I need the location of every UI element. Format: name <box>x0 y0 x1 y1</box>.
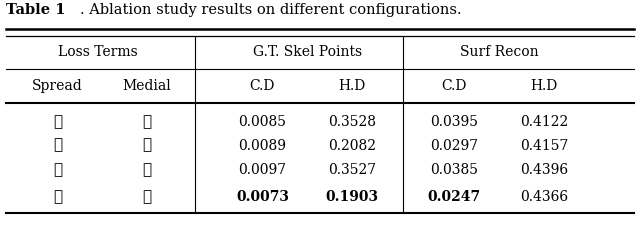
Text: H.D: H.D <box>339 79 365 93</box>
Text: Spread: Spread <box>32 79 83 93</box>
Text: 0.0073: 0.0073 <box>236 190 289 204</box>
Text: 0.4157: 0.4157 <box>520 139 568 153</box>
Text: 0.4366: 0.4366 <box>520 190 568 204</box>
Text: 0.4122: 0.4122 <box>520 115 568 129</box>
Text: Table 1: Table 1 <box>6 3 66 17</box>
Text: 0.1903: 0.1903 <box>325 190 379 204</box>
Text: ✗: ✗ <box>53 163 62 177</box>
Text: 0.3527: 0.3527 <box>328 163 376 177</box>
Text: ✗: ✗ <box>143 139 152 153</box>
Text: 0.0085: 0.0085 <box>238 115 287 129</box>
Text: G.T. Skel Points: G.T. Skel Points <box>253 45 362 59</box>
Text: . Ablation study results on different configurations.: . Ablation study results on different co… <box>80 3 461 17</box>
Text: ✓: ✓ <box>53 139 62 153</box>
Text: ✓: ✓ <box>143 163 152 177</box>
Text: Loss Terms: Loss Terms <box>58 45 138 59</box>
Text: 0.3528: 0.3528 <box>328 115 376 129</box>
Text: ✓: ✓ <box>53 190 62 204</box>
Text: 0.0395: 0.0395 <box>430 115 479 129</box>
Text: ✗: ✗ <box>53 115 62 129</box>
Text: Medial: Medial <box>123 79 172 93</box>
Text: ✓: ✓ <box>143 190 152 204</box>
Text: 0.0097: 0.0097 <box>238 163 287 177</box>
Text: 0.0385: 0.0385 <box>430 163 479 177</box>
Text: 0.4396: 0.4396 <box>520 163 568 177</box>
Text: 0.2082: 0.2082 <box>328 139 376 153</box>
Text: 0.0247: 0.0247 <box>428 190 481 204</box>
Text: H.D: H.D <box>531 79 557 93</box>
Text: 0.0297: 0.0297 <box>430 139 479 153</box>
Text: ✗: ✗ <box>143 115 152 129</box>
Text: 0.0089: 0.0089 <box>238 139 287 153</box>
Text: C.D: C.D <box>250 79 275 93</box>
Text: C.D: C.D <box>442 79 467 93</box>
Text: Surf Recon: Surf Recon <box>460 45 538 59</box>
